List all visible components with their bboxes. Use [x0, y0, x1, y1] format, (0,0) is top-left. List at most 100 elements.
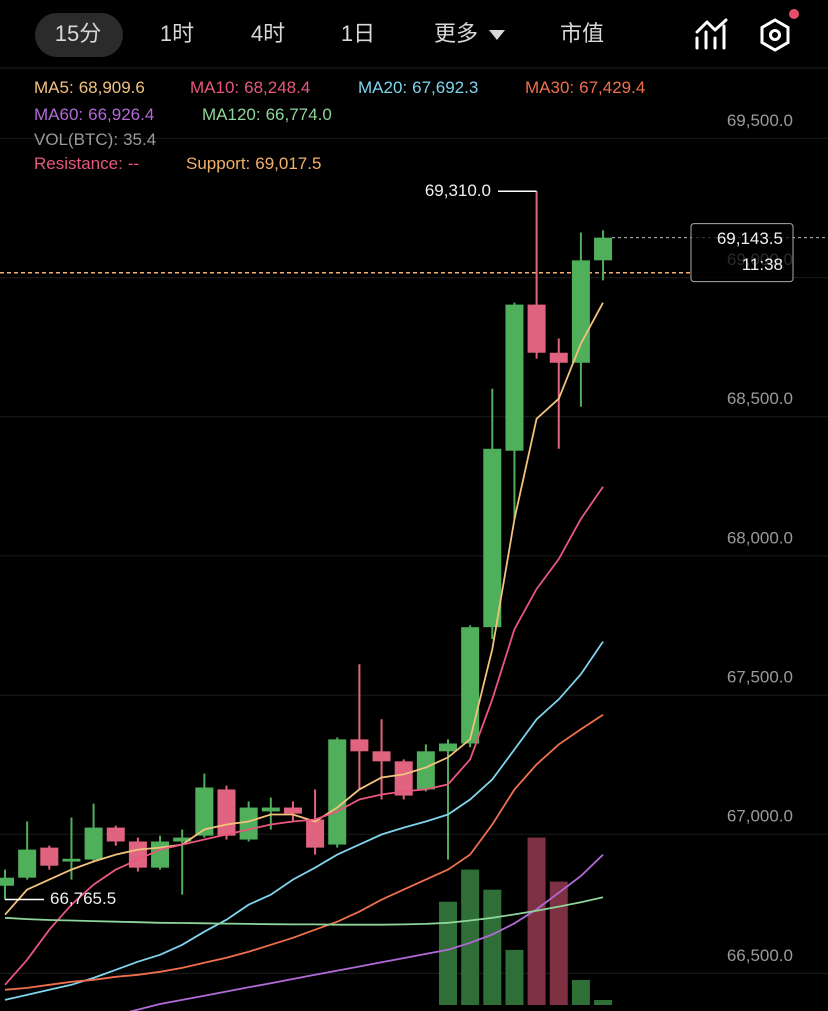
y-tick-label: 69,500.0 [727, 111, 793, 130]
volume-bar [483, 889, 502, 1005]
legend-name: MA20: [358, 78, 407, 97]
volume-bar [571, 979, 590, 1005]
legend-value: 66,926.4 [88, 105, 154, 124]
legend-value: 66,774.0 [266, 105, 332, 124]
tab-bar: 15分 1时 4时 1日 更多 市值 [55, 21, 604, 46]
candle-body [217, 789, 236, 836]
tab[interactable]: 1日 [341, 21, 375, 46]
candle-body [239, 807, 258, 840]
candle-body [106, 827, 125, 842]
active-tab-pill[interactable] [35, 13, 123, 57]
ma-line [4, 641, 604, 1001]
volume-bar [549, 881, 568, 1005]
candle-body [40, 847, 59, 866]
indicator-icon[interactable] [695, 18, 728, 50]
ma-line [4, 302, 604, 916]
candle-body [283, 807, 302, 814]
candle-body [261, 807, 280, 812]
legend-name: MA60: [34, 105, 83, 124]
overlay: 66,500.0 67,000.0 67,500.0 68,000.0 68,500.0… [5, 78, 828, 965]
legend-name: Support: [186, 154, 250, 173]
notification-dot [789, 9, 799, 19]
tab[interactable]: 15分 [55, 21, 101, 46]
settings-icon[interactable] [760, 9, 799, 52]
y-tick-label: 67,500.0 [727, 668, 793, 687]
legend-value: 67,692.3 [412, 78, 478, 97]
y-tick-label: 67,000.0 [727, 807, 793, 826]
volume-bar [461, 869, 480, 1005]
legend-value: 68,909.6 [79, 78, 145, 97]
candle-body [350, 739, 369, 752]
legend-name: MA10: [190, 78, 239, 97]
high-label: 69,310.0 [425, 181, 491, 200]
candle-body [18, 849, 37, 878]
volume-bar [439, 901, 457, 1005]
candle-body [0, 877, 14, 886]
candle-body [416, 751, 435, 790]
y-tick-label: 66,500.0 [727, 946, 793, 965]
candle-body [483, 448, 502, 628]
ma-line [4, 896, 604, 926]
tab[interactable]: 市值 [560, 21, 604, 46]
tab[interactable]: 4时 [251, 21, 285, 46]
candle-body [62, 858, 81, 862]
candle-body [195, 787, 214, 836]
legend-entry: MA120: 66,774.0 [202, 105, 332, 124]
icon-dot [769, 29, 781, 41]
ma-line [4, 713, 604, 991]
candle-body [306, 819, 325, 848]
low-label: 66,765.5 [50, 889, 116, 908]
volume-bar [594, 999, 613, 1005]
legend-entry: MA5: 68,909.6 [34, 78, 145, 97]
legend-entry: MA20: 67,692.3 [358, 78, 478, 97]
legend-name: VOL(BTC): [34, 130, 118, 149]
legend-name: MA30: [525, 78, 574, 97]
legend-name: MA120: [202, 105, 261, 124]
candle-body [151, 841, 170, 868]
candle-body [128, 841, 147, 868]
candle-body [461, 627, 480, 744]
legend-entry: Support: 69,017.5 [186, 154, 321, 173]
legend-entry: MA10: 68,248.4 [190, 78, 310, 97]
legend-value: -- [128, 154, 139, 173]
candle-body [527, 304, 546, 353]
legend-entry: Resistance: -- [34, 154, 139, 173]
y-tick-label: 68,500.0 [727, 389, 793, 408]
candle-body [505, 304, 524, 451]
legend-entry: VOL(BTC): 35.4 [34, 130, 156, 149]
current-price: 69,143.5 [717, 229, 783, 248]
candle-body [84, 827, 103, 860]
dropdown-arrow[interactable] [489, 30, 505, 40]
volume-bar [527, 837, 546, 1005]
y-tick-label: 68,000.0 [727, 528, 793, 547]
candle-body [439, 743, 457, 752]
legend-name: MA5: [34, 78, 74, 97]
legend-entry: MA60: 66,926.4 [34, 105, 154, 124]
candle-body [571, 260, 590, 363]
candle-body [594, 237, 613, 261]
icon-line [695, 18, 728, 34]
plot-area [0, 137, 828, 1011]
legend-value: 67,429.4 [579, 78, 645, 97]
candle-body [328, 739, 347, 845]
ma-line [4, 486, 604, 986]
legend-value: 68,248.4 [244, 78, 310, 97]
tab[interactable]: 1时 [160, 21, 194, 46]
tab[interactable]: 更多 [434, 21, 478, 46]
volume-bar [505, 949, 524, 1005]
candle-body [173, 837, 192, 842]
candle-body [549, 352, 568, 363]
legend-name: Resistance: [34, 154, 123, 173]
candle-body [372, 751, 391, 762]
candle-body [394, 761, 413, 796]
icon-bars [695, 24, 726, 50]
legend-value: 35.4 [123, 130, 156, 149]
legend-entry: MA30: 67,429.4 [525, 78, 645, 97]
legend-value: 69,017.5 [255, 154, 321, 173]
icon-hexagon [760, 18, 790, 52]
countdown: 11:38 [742, 255, 783, 274]
price-box [690, 223, 794, 283]
ma-line [128, 854, 604, 1011]
